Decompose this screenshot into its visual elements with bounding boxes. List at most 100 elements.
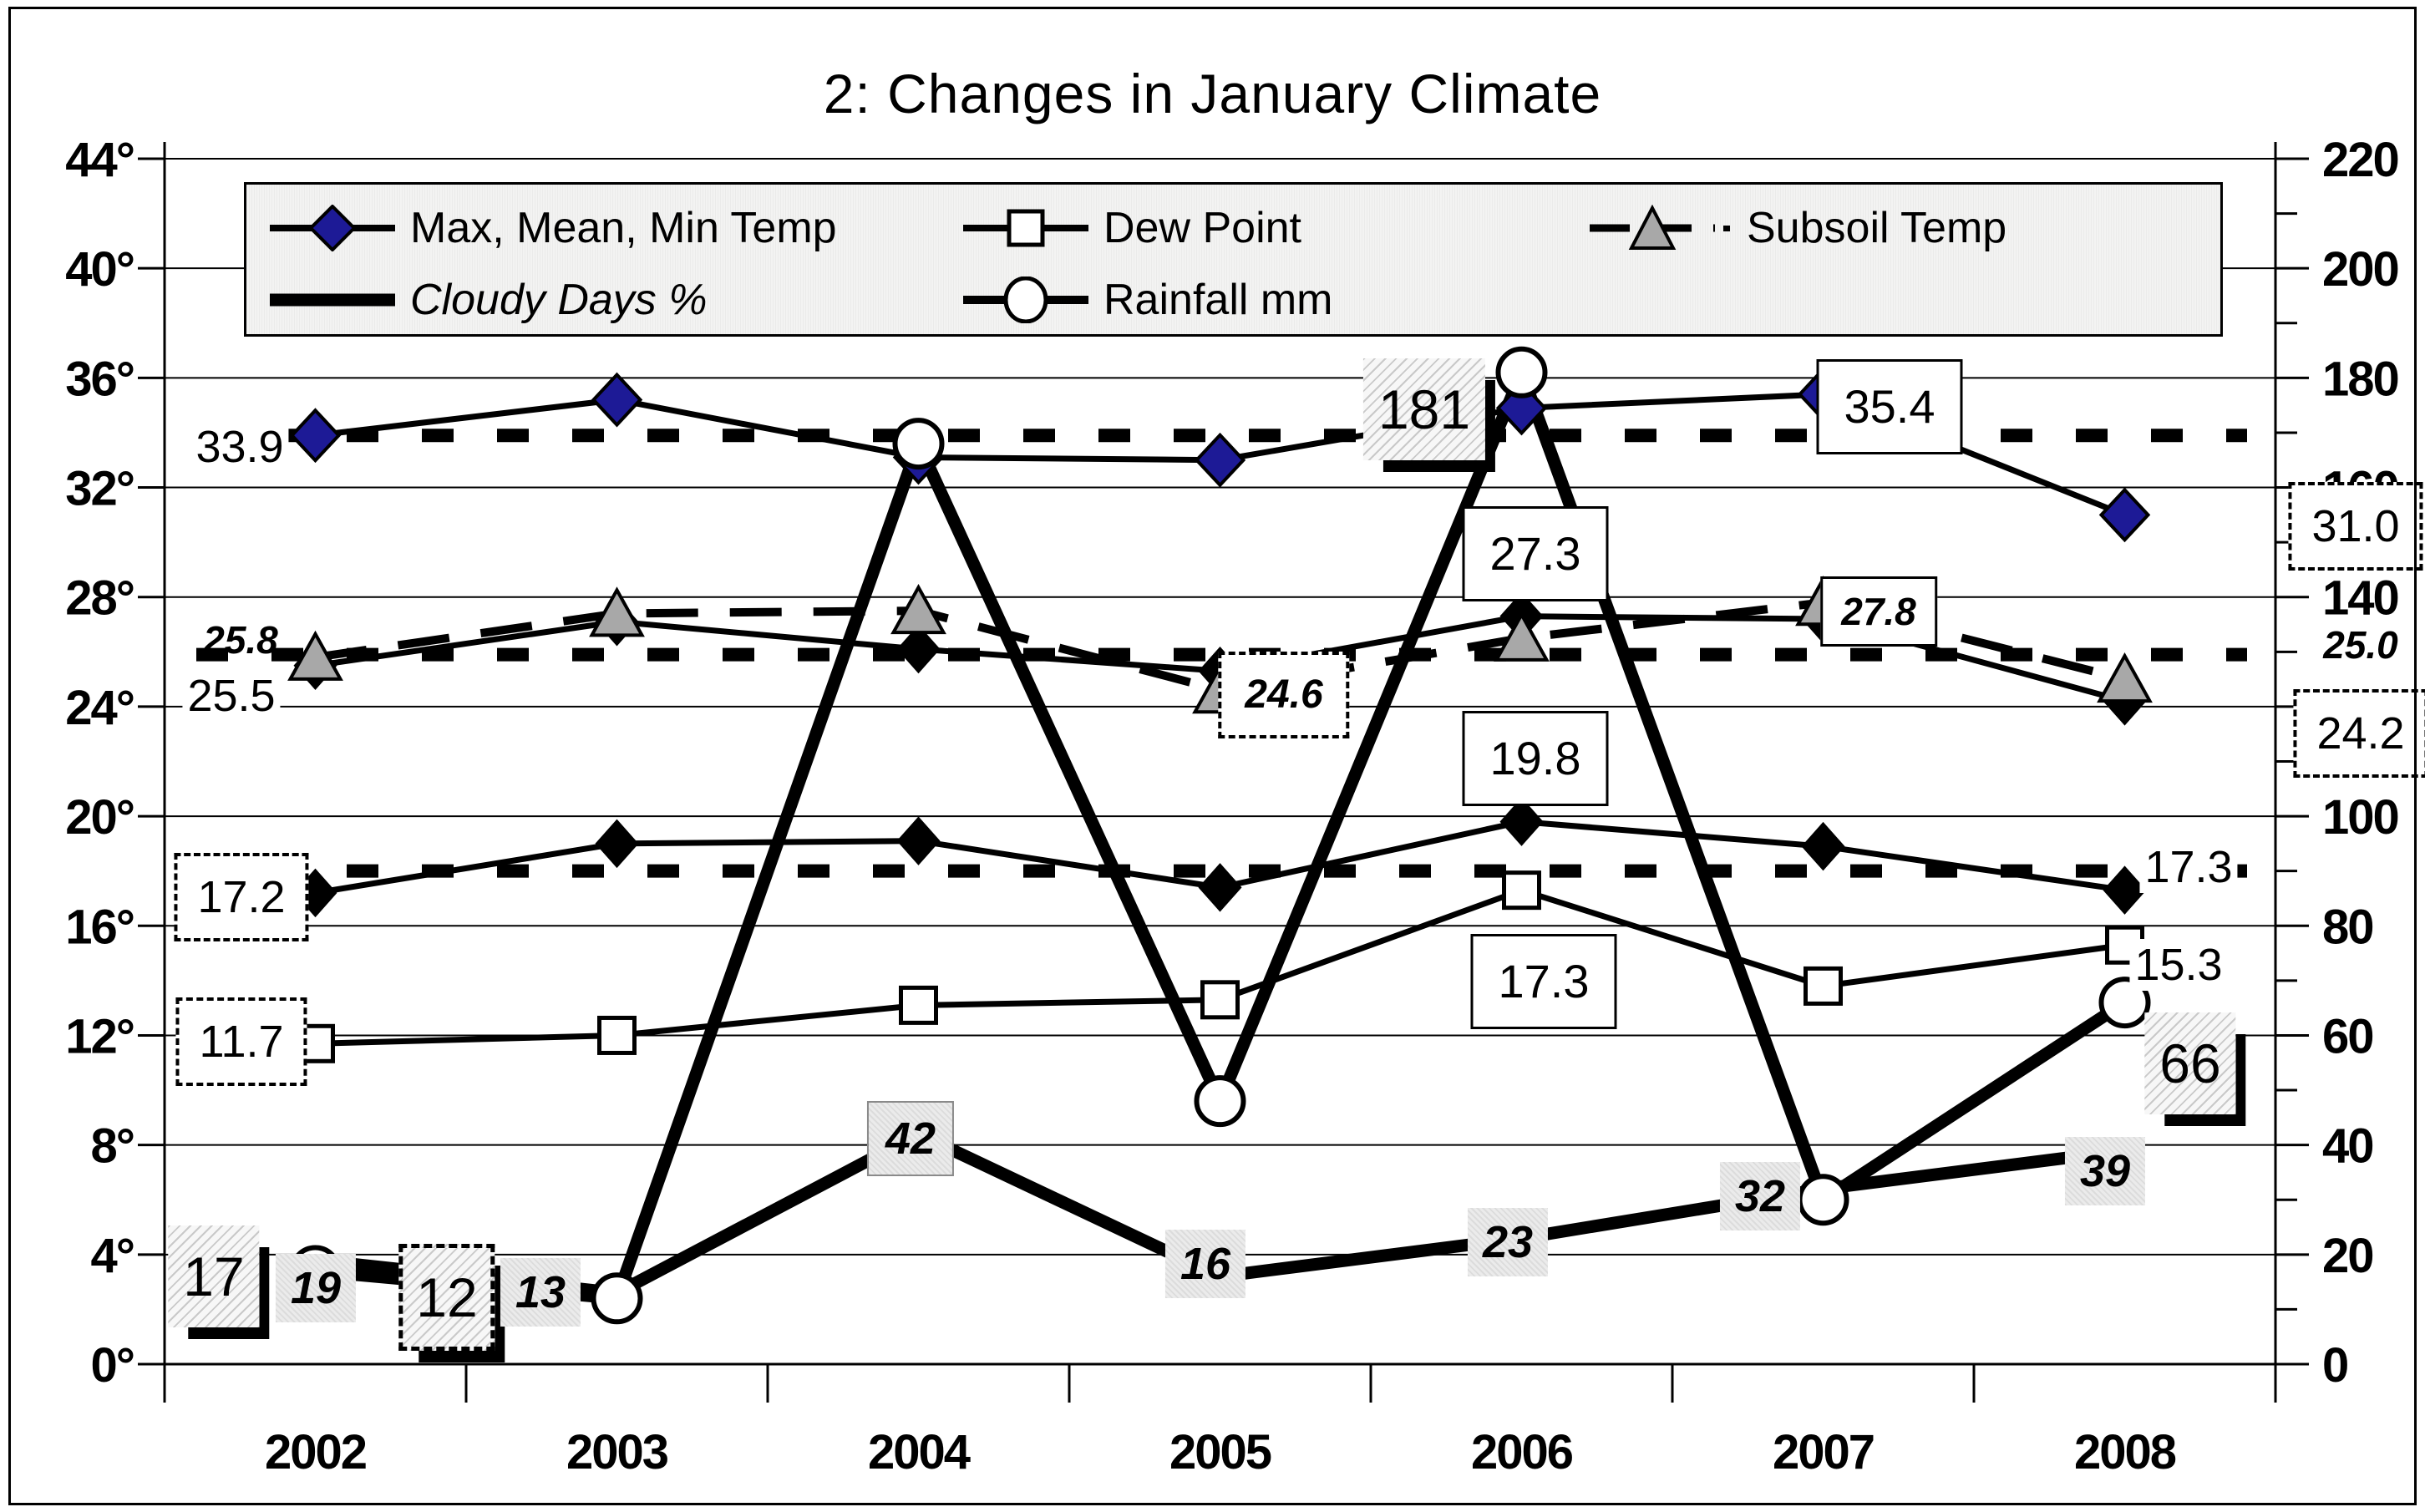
data-point-marker-square: [1502, 870, 1541, 911]
data-label-27-8: 27.8: [1820, 576, 1937, 647]
data-point-marker-diamond: [896, 624, 941, 674]
right-axis-label: 40: [2322, 1119, 2373, 1174]
left-axis-label: 0°: [91, 1338, 134, 1393]
data-label-19-8: 19.8: [1462, 711, 1609, 806]
legend: Max, Mean, Min Temp Dew Point Subsoil Te…: [244, 182, 2223, 337]
data-point-marker-diamond: [289, 408, 342, 464]
data-label-42: 42: [866, 1101, 955, 1176]
legend-label: Dew Point: [1103, 204, 1301, 252]
data-label-181: 181: [1362, 358, 1486, 460]
x-axis-label: 2006: [1471, 1425, 1573, 1479]
triangle-gray-icon: [1590, 205, 1730, 250]
square-white-icon: [963, 209, 1088, 247]
data-label-23: 23: [1467, 1208, 1549, 1276]
data-label-27-3: 27.3: [1462, 506, 1609, 601]
data-label-19: 19: [275, 1254, 357, 1322]
data-point-marker-square: [597, 1015, 637, 1055]
data-point-marker-diamond: [1194, 432, 1246, 488]
data-point-marker-square: [899, 985, 938, 1025]
data-label-35-4: 35.4: [1816, 359, 1963, 454]
x-axis-label: 2005: [1169, 1425, 1271, 1479]
data-label-33-9: 33.9: [190, 421, 289, 473]
x-axis-label: 2004: [868, 1425, 971, 1479]
data-point-marker-circle: [892, 418, 945, 470]
data-point-marker-triangle: [2097, 652, 2153, 703]
data-point-marker-diamond: [591, 372, 643, 428]
data-point-marker-triangle: [287, 630, 343, 681]
left-axis-label: 44°: [65, 133, 134, 187]
circle-white-icon: [963, 277, 1088, 323]
data-label-39: 39: [2064, 1137, 2146, 1205]
right-axis-label: 140: [2322, 571, 2398, 626]
data-point-marker-square: [1200, 980, 1240, 1020]
left-axis-label: 20°: [65, 790, 134, 845]
left-axis-label: 16°: [65, 900, 134, 954]
data-point-marker-diamond: [1499, 797, 1544, 846]
data-point-marker-diamond: [595, 819, 639, 869]
left-axis-label: 40°: [65, 242, 134, 297]
legend-item-dew-point: Dew Point: [963, 204, 1301, 252]
data-label-25-5: 25.5: [182, 670, 281, 722]
data-point-marker-diamond: [2098, 487, 2151, 543]
right-axis-label: 180: [2322, 352, 2398, 406]
x-axis-label: 2002: [265, 1425, 366, 1479]
figure-border: [8, 7, 2417, 1505]
data-point-marker-circle: [1495, 346, 1548, 398]
legend-item-subsoil-temp: Subsoil Temp: [1590, 204, 2007, 252]
right-axis-label: 20: [2322, 1229, 2373, 1283]
data-label-15-3: 15.3: [2129, 939, 2228, 991]
data-label-25-8: 25.8: [203, 618, 278, 662]
data-label-13: 13: [500, 1258, 581, 1327]
data-label-66: 66: [2144, 1012, 2236, 1114]
right-axis-label: 200: [2322, 242, 2398, 297]
data-label-25-0: 25.0: [2323, 623, 2398, 667]
x-axis-label: 2007: [1773, 1425, 1874, 1479]
data-label-17-2: 17.2: [174, 853, 309, 941]
x-axis-label: 2003: [566, 1425, 668, 1479]
data-label-24-2: 24.2: [2293, 689, 2425, 778]
data-label-16: 16: [1164, 1230, 1246, 1298]
data-point-marker-diamond: [2103, 865, 2147, 915]
right-axis-label: 80: [2322, 900, 2373, 954]
legend-item-max-mean-min-temp: Max, Mean, Min Temp: [270, 204, 837, 252]
right-axis-label: 220: [2322, 133, 2398, 187]
legend-row-2: Cloudy Days % Rainfall mm: [246, 276, 2220, 324]
data-label-24-6: 24.6: [1218, 652, 1350, 738]
left-axis-label: 32°: [65, 462, 134, 516]
data-point-marker-diamond: [896, 816, 941, 865]
left-axis-label: 12°: [65, 1009, 134, 1063]
data-label-17: 17: [168, 1225, 260, 1327]
left-axis-label: 36°: [65, 352, 134, 406]
data-label-17-3: 17.3: [2139, 841, 2238, 893]
legend-row-1: Max, Mean, Min Temp Dew Point Subsoil Te…: [246, 204, 2220, 252]
legend-label: Rainfall mm: [1103, 276, 1333, 324]
left-axis-label: 4°: [91, 1229, 134, 1283]
legend-label: Max, Mean, Min Temp: [410, 204, 837, 252]
data-label-31-0: 31.0: [2288, 482, 2423, 571]
left-axis-label: 28°: [65, 571, 134, 626]
data-label-32: 32: [1719, 1162, 1801, 1230]
data-label-12: 12: [398, 1244, 495, 1351]
diamond-navy-icon: [270, 205, 395, 251]
left-axis-label: 24°: [65, 681, 134, 735]
data-point-marker-circle: [591, 1272, 643, 1325]
data-point-marker-diamond: [1198, 863, 1242, 912]
right-axis-label: 0: [2322, 1338, 2347, 1393]
left-axis-label: 8°: [91, 1119, 134, 1174]
legend-label: Subsoil Temp: [1747, 204, 2007, 252]
legend-label: Cloudy Days %: [410, 276, 708, 324]
data-point-marker-diamond: [1801, 821, 1845, 871]
data-point-marker-square: [1804, 966, 1843, 1006]
x-axis-label: 2008: [2074, 1425, 2176, 1479]
chart-title: 2: Changes in January Climate: [823, 63, 1602, 124]
right-axis-label: 60: [2322, 1009, 2373, 1063]
data-point-marker-circle: [1194, 1075, 1246, 1128]
data-point-marker-triangle: [890, 584, 946, 635]
data-label-11-7: 11.7: [175, 997, 307, 1086]
data-label-17-3: 17.3: [1470, 934, 1617, 1029]
data-point-marker-triangle: [1494, 611, 1550, 662]
legend-item-cloudy-days: Cloudy Days %: [270, 276, 708, 324]
thick-line-icon: [270, 293, 395, 307]
